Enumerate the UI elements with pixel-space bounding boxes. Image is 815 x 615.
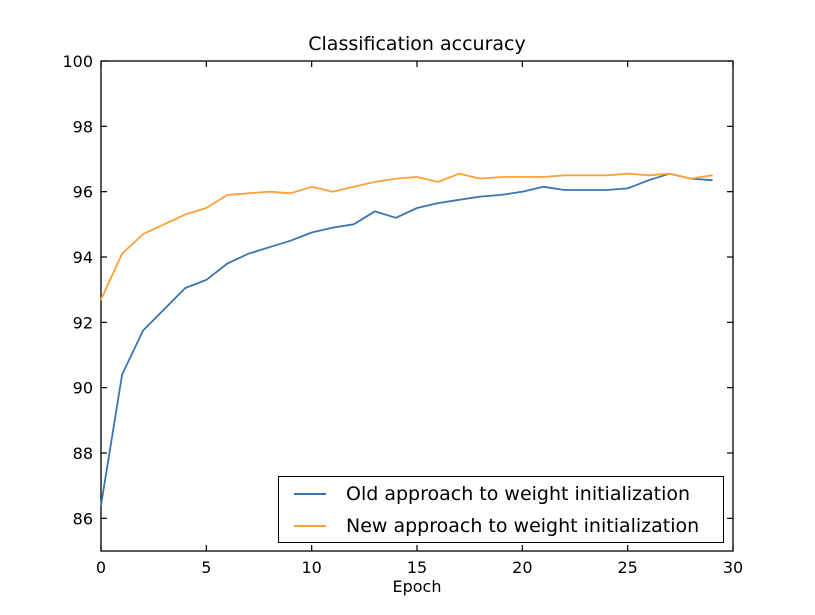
- x-tick-label: 15: [407, 558, 427, 577]
- series-line-old-approach: [100, 172, 713, 507]
- legend-line-sample-new-approach: [294, 524, 326, 527]
- x-tick-label: 30: [723, 558, 743, 577]
- x-tick-label: 0: [96, 558, 106, 577]
- x-tick-label: 10: [301, 558, 321, 577]
- legend-line-sample-old-approach: [294, 492, 326, 495]
- x-tick-label: 5: [201, 558, 211, 577]
- y-tick-label: 88: [73, 444, 93, 463]
- y-tick-label: 96: [73, 183, 93, 202]
- y-tick-label: 92: [73, 313, 93, 332]
- x-axis-label: Epoch: [392, 577, 442, 596]
- y-tick-label: 94: [73, 248, 93, 267]
- legend-label-old-approach: Old approach to weight initialization: [346, 482, 691, 505]
- y-tick-label: 86: [73, 509, 93, 528]
- legend-label-new-approach: New approach to weight initialization: [346, 514, 700, 537]
- y-tick-label: 90: [73, 379, 93, 398]
- x-tick-label: 25: [617, 558, 637, 577]
- legend-entry-old-approach: Old approach to weight initialization: [279, 478, 723, 510]
- y-tick-label: 98: [73, 117, 93, 136]
- series-line-new-approach: [100, 172, 713, 301]
- y-tick-label: 100: [62, 52, 93, 71]
- legend: Old approach to weight initialization Ne…: [278, 476, 724, 543]
- legend-entry-new-approach: New approach to weight initialization: [279, 510, 723, 542]
- chart-title: Classification accuracy: [308, 33, 526, 55]
- x-tick-label: 20: [512, 558, 532, 577]
